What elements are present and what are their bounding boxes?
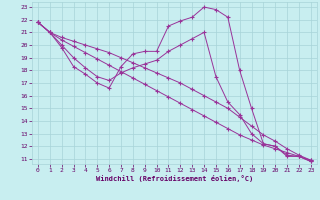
X-axis label: Windchill (Refroidissement éolien,°C): Windchill (Refroidissement éolien,°C) [96,175,253,182]
